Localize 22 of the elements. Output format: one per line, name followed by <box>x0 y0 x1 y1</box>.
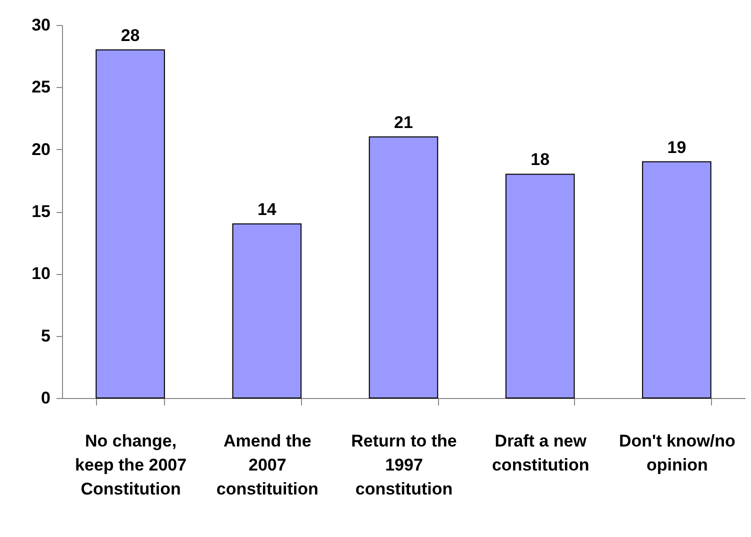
x-tick-label: Draft a new constitution <box>492 432 590 474</box>
y-tick-label: 0 <box>41 388 50 408</box>
data-label: 14 <box>257 200 277 219</box>
y-tick-label: 30 <box>32 16 50 34</box>
data-label: 19 <box>667 138 686 157</box>
bar <box>505 174 575 398</box>
y-tick-label: 5 <box>41 326 50 346</box>
bar <box>642 161 712 398</box>
data-label: 28 <box>120 26 140 45</box>
x-tick-label: No change, keep the 2007 Constitution <box>75 432 187 498</box>
bar <box>96 49 165 398</box>
bar <box>368 136 438 398</box>
y-tick-label: 15 <box>32 202 50 221</box>
x-tick-label: Amend the 2007 constituition <box>216 432 318 498</box>
y-tick-label: 20 <box>32 140 50 159</box>
data-label: 18 <box>530 150 550 170</box>
data-label: 21 <box>394 112 413 132</box>
x-tick-label: Don't know/no opinion <box>618 432 736 474</box>
y-tick-label: 10 <box>32 264 50 284</box>
y-tick-label: 25 <box>32 78 50 97</box>
x-tick-label: Return to the 1997 constitution <box>351 432 457 498</box>
bar <box>232 223 302 398</box>
